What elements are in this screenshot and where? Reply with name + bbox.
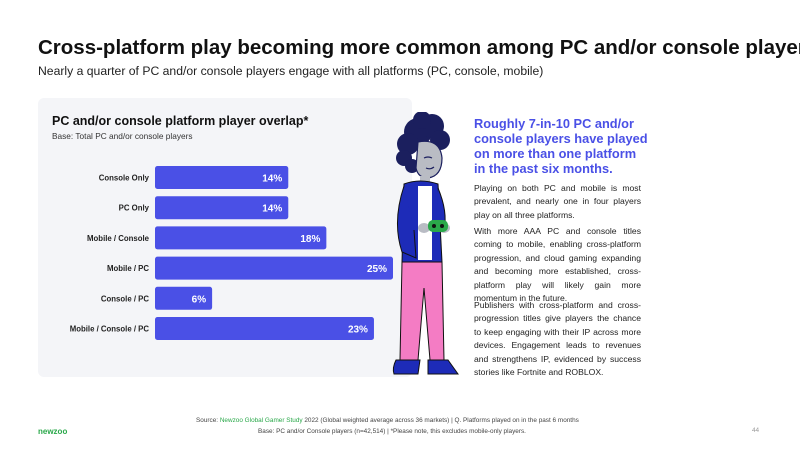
newzoo-logo: newzoo bbox=[38, 427, 68, 436]
chart-title: PC and/or console platform player overla… bbox=[52, 114, 309, 128]
chart-base-note: Base: Total PC and/or console players bbox=[52, 131, 193, 141]
bar-value-label: 23% bbox=[348, 325, 368, 336]
insight-paragraph-3: Publishers with cross-platform and cross… bbox=[474, 300, 641, 378]
key-insight-callout: Roughly 7-in-10 PC and/or console player… bbox=[474, 116, 648, 176]
category-label: Mobile / Console / PC bbox=[70, 325, 150, 334]
page-subtitle: Nearly a quarter of PC and/or console pl… bbox=[38, 64, 544, 78]
bar-chart: Console Only 14% PC Only 14% Mobile / Consol… bbox=[70, 166, 393, 340]
page-title: Cross-platform play becoming more common… bbox=[38, 36, 800, 59]
hair-icon bbox=[396, 112, 450, 173]
source-label: Source: bbox=[196, 417, 219, 424]
bar-value-label: 18% bbox=[300, 234, 320, 245]
page-number: 44 bbox=[752, 427, 760, 434]
bar bbox=[155, 317, 374, 340]
bar bbox=[155, 226, 327, 250]
category-label: Console Only bbox=[99, 174, 150, 183]
category-label: PC Only bbox=[119, 204, 150, 213]
bar-value-label: 14% bbox=[262, 174, 282, 185]
category-label: Mobile / PC bbox=[107, 264, 149, 273]
base-detail: PC and/or Console players (n=42,514) | *… bbox=[276, 428, 526, 435]
source-link[interactable]: Newzoo Global Gamer Study bbox=[219, 417, 303, 424]
bar bbox=[155, 256, 393, 280]
bar-value-label: 14% bbox=[262, 204, 282, 215]
bar-value-label: 25% bbox=[367, 264, 387, 275]
bar bbox=[155, 196, 289, 220]
category-label: Mobile / Console bbox=[87, 234, 150, 243]
bar bbox=[155, 166, 289, 189]
gamer-illustration bbox=[392, 112, 459, 375]
bar bbox=[155, 286, 213, 310]
base-label: Base: bbox=[258, 428, 275, 435]
chart-panel: PC and/or console platform player overla… bbox=[38, 98, 412, 377]
insight-paragraph-1: Playing on both PC and mobile is most pr… bbox=[474, 183, 641, 220]
footer-source: Source: Newzoo Global Gamer Study 2022 (… bbox=[196, 417, 579, 424]
footer-base: Base: PC and/or Console players (n=42,51… bbox=[258, 428, 526, 435]
category-label: Console / PC bbox=[101, 294, 149, 303]
source-detail: 2022 (Global weighted average across 36 … bbox=[304, 417, 579, 424]
insight-paragraph-2: With more AAA PC and console titles comi… bbox=[474, 226, 641, 304]
bar-value-label: 6% bbox=[192, 294, 207, 305]
game-controller-icon bbox=[428, 220, 448, 232]
